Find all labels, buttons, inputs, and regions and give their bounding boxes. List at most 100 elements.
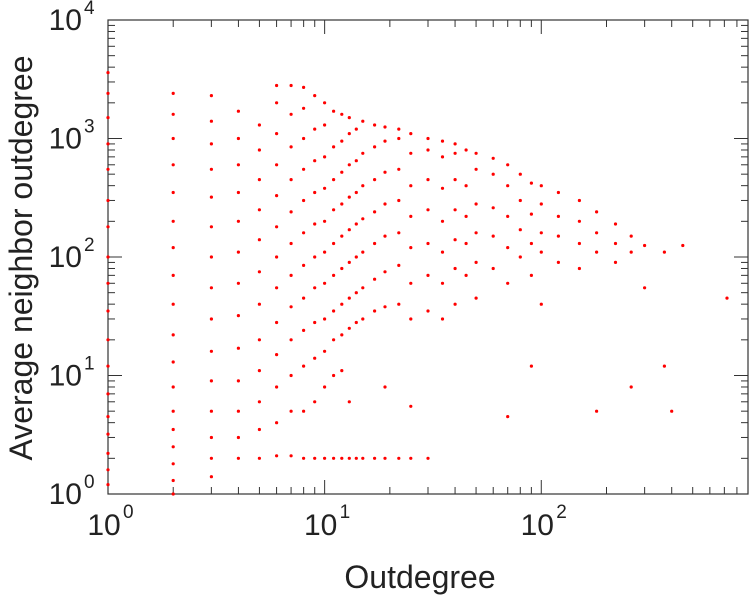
data-point [373,123,377,127]
data-point [209,475,213,479]
data-point [354,159,358,163]
data-point [171,427,175,432]
axis-ticks [107,19,749,495]
y-tick-label: 10 [49,123,82,156]
x-tick-exponent: 0 [123,502,134,523]
data-point [313,400,317,404]
data-point [361,250,365,254]
data-point [556,260,561,264]
data-point [313,94,317,98]
data-point [347,116,351,120]
data-point [373,210,377,214]
data-point [289,409,293,413]
data-point [106,415,110,419]
plot-border [107,19,749,495]
data-point [171,302,175,306]
data-point [313,159,317,163]
data-point [275,353,279,357]
data-points [106,71,729,496]
data-point [106,116,110,120]
data-point [373,309,377,313]
data-point [289,83,293,88]
data-point [289,338,293,342]
data-point [313,127,317,131]
data-point [464,241,468,246]
data-point [595,210,599,214]
data-point [464,184,468,188]
data-point [302,231,306,235]
data-point [209,195,213,199]
data-point [426,208,430,212]
data-point [595,409,599,413]
data-point [323,101,327,105]
data-point [506,281,510,285]
data-point [725,296,729,300]
data-point [332,241,336,246]
data-point [577,241,582,246]
data-point [354,456,358,460]
data-point [506,163,510,167]
data-point [643,243,647,248]
data-point [440,219,445,223]
data-point [397,302,401,306]
data-point [323,186,327,190]
data-point [236,346,240,350]
data-point [257,208,261,212]
data-point [275,101,279,105]
data-point [340,302,344,306]
data-point [106,198,110,203]
data-point [323,281,327,285]
data-point [340,333,344,337]
data-point [409,214,413,218]
data-point [361,119,365,123]
data-point [340,266,344,271]
data-point [383,385,387,389]
data-point [106,225,110,229]
data-point [106,451,110,455]
data-point [361,184,365,188]
data-point [313,320,317,325]
data-point [361,456,365,460]
data-point [332,273,336,277]
data-point [340,170,344,174]
x-tick-label: 10 [521,509,554,542]
data-point [354,190,358,195]
data-point [323,219,327,223]
data-point [313,190,317,195]
data-point [209,255,213,259]
data-point [440,250,445,254]
data-point [236,314,240,318]
data-point [209,94,213,98]
data-point [409,132,413,136]
data-point [373,178,377,182]
data-point [506,184,510,188]
data-point [662,364,667,368]
data-point [397,456,401,460]
data-point [347,228,351,232]
data-point [289,210,293,214]
data-point [595,250,599,254]
data-point [397,198,401,203]
data-point [397,136,401,141]
data-point [577,266,582,271]
data-point [440,139,445,143]
data-point [383,202,387,206]
data-point [347,326,351,330]
data-point [171,246,175,250]
data-point [464,148,468,152]
data-point [529,364,534,368]
data-point [529,181,534,185]
data-point [236,281,240,285]
data-point [518,228,522,232]
data-point [323,456,327,460]
data-point [491,266,495,271]
data-point [236,136,240,141]
data-point [209,142,213,146]
data-point [397,263,401,267]
data-point [171,333,175,337]
y-axis-label: Average neighbor outdegree [3,55,39,460]
data-point [539,231,543,235]
data-point [289,241,293,246]
data-point [106,483,110,487]
